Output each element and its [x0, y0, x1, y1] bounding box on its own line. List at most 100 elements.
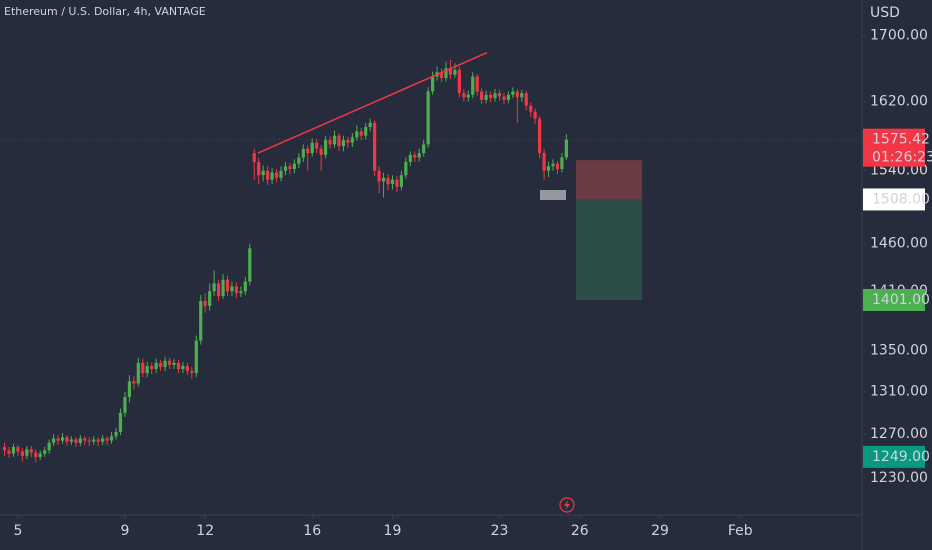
candle-body — [150, 365, 154, 369]
candle-body — [20, 451, 24, 456]
candle-body — [381, 177, 386, 182]
price-label-box — [863, 288, 925, 311]
candle-body — [167, 360, 172, 365]
candle-body — [511, 91, 515, 95]
icon-bolt[interactable] — [564, 500, 570, 510]
candle-body — [323, 140, 328, 155]
candle-body — [78, 438, 82, 443]
candle-body — [395, 179, 399, 187]
candle-body — [96, 439, 100, 442]
candle-body — [488, 94, 493, 99]
price-label-box — [863, 188, 925, 211]
candle-body — [520, 93, 524, 98]
candle-body — [257, 161, 261, 176]
x-tick-label: Feb — [728, 523, 753, 539]
price-label: 1401.00 — [872, 292, 930, 308]
candle-body — [560, 157, 564, 169]
candle-body — [2, 447, 7, 451]
candle-body — [60, 437, 65, 441]
candle-body — [172, 362, 176, 365]
candle-body — [43, 450, 47, 454]
y-tick-label: 1310.00 — [870, 384, 928, 400]
candle-body — [493, 93, 497, 99]
candle-body — [83, 438, 87, 441]
candle-body — [252, 153, 256, 162]
candle-body — [47, 442, 51, 451]
y-tick-label: 1700.00 — [870, 28, 928, 44]
candle-body — [234, 286, 239, 294]
candle-body — [538, 118, 542, 154]
candle-body — [292, 163, 296, 169]
y-tick-label: 1540.00 — [870, 163, 928, 179]
candle-body — [546, 166, 551, 171]
candle-body — [457, 69, 461, 94]
candle-body — [123, 396, 127, 413]
candle-body — [337, 135, 341, 147]
price-label-box — [863, 445, 925, 468]
candle-body — [529, 105, 533, 112]
candle-body — [542, 153, 546, 171]
candle-body — [56, 438, 60, 441]
price-label: 1249.00 — [872, 449, 930, 465]
candle-body — [34, 452, 38, 457]
candle-body — [51, 438, 56, 443]
candle-body — [408, 154, 412, 162]
candle-body — [373, 122, 377, 171]
trend-line — [257, 51, 488, 154]
candle-body — [506, 94, 510, 100]
candle-body — [533, 111, 537, 119]
y-tick-label: 1620.00 — [870, 94, 928, 110]
candle-body — [185, 365, 189, 372]
lightning-icon[interactable] — [559, 497, 575, 513]
x-tick-label: 23 — [491, 523, 509, 539]
candle-body — [7, 450, 11, 454]
candle-body — [279, 170, 283, 178]
candle-body — [346, 140, 350, 143]
x-tick-label: 29 — [651, 523, 669, 539]
candle-body — [212, 283, 216, 292]
candle-body — [132, 381, 136, 384]
candle-body — [555, 163, 560, 169]
candle-body — [341, 140, 346, 147]
candle-body — [453, 69, 457, 75]
x-tick-label: 5 — [13, 523, 22, 539]
candle-body — [283, 166, 288, 171]
candle-body — [225, 279, 230, 292]
icon-ring[interactable] — [559, 497, 575, 513]
candle-body — [355, 131, 359, 138]
candle-body — [328, 140, 332, 145]
candle-body — [163, 360, 167, 367]
candle-body — [248, 248, 252, 282]
candle-body — [377, 170, 381, 182]
x-tick-label: 16 — [303, 523, 321, 539]
candle-body — [551, 163, 555, 167]
target-zone — [576, 199, 643, 300]
candle-body — [221, 279, 225, 297]
candle-body — [176, 362, 181, 369]
candle-body — [181, 365, 185, 369]
candle-body — [297, 157, 301, 164]
x-tick-label: 26 — [571, 523, 589, 539]
candle-body — [301, 148, 305, 158]
candle-body — [16, 447, 20, 452]
candle-body — [439, 72, 444, 79]
price-label: 1575.42 — [872, 132, 930, 148]
candle-body — [127, 381, 132, 397]
price-label: 1508.00 — [872, 191, 930, 207]
y-tick-label: 1270.00 — [870, 426, 928, 442]
candle-body — [497, 93, 502, 97]
candle-body — [448, 68, 453, 75]
candle-body — [101, 438, 105, 442]
candle-body — [390, 179, 395, 185]
candle-body — [208, 291, 212, 306]
candle-body — [368, 122, 372, 128]
candle-body — [444, 68, 448, 79]
x-tick-label: 9 — [120, 523, 129, 539]
candle-body — [413, 154, 417, 158]
candle-body — [65, 437, 69, 442]
candle-body — [69, 439, 74, 442]
candle-body — [288, 166, 292, 169]
candle-body — [266, 170, 270, 180]
candle-body — [230, 286, 234, 292]
